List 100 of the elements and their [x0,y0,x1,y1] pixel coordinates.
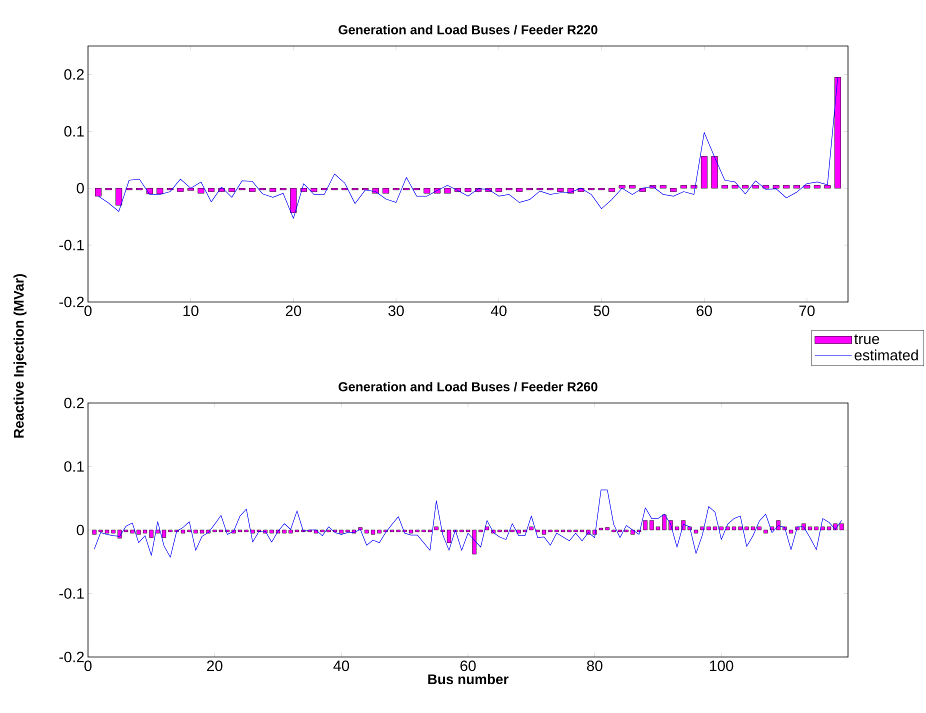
x-tick-label: 0 [84,660,92,672]
bar [557,188,564,192]
y-tick-label: 0 [76,524,84,536]
bar [793,185,800,188]
bar [629,185,636,188]
x-tick-label: 80 [587,660,602,672]
bar [700,156,708,188]
bar [783,185,790,188]
bar [752,185,759,188]
bar [808,526,812,530]
bar [529,526,534,530]
bar [660,185,666,188]
bar [757,526,762,530]
bar [788,530,794,534]
bar [772,185,780,188]
bar [744,526,749,530]
bar [732,526,736,530]
bar [814,526,818,530]
bar [118,530,122,538]
bar [200,530,204,534]
x-tick-label: 0 [84,306,92,316]
bar [156,530,160,534]
bar [364,530,369,534]
x-axis-title: Bus number [428,674,508,684]
bar [814,185,820,188]
bar [382,188,390,194]
bar [250,530,255,534]
bar [149,530,154,538]
bar [840,523,844,530]
bar [711,156,718,188]
legend-label: true [854,334,880,344]
bar [290,188,297,213]
x-tick-label: 50 [594,306,610,316]
bar [288,530,293,534]
bar [605,527,610,530]
bar [516,530,521,534]
x-tick-label: 100 [710,660,734,672]
bar [706,526,711,530]
bar [826,526,832,530]
bar [712,526,718,530]
bar [424,188,430,194]
bar [834,77,842,188]
bar [249,188,256,192]
chart-title: Generation and Load Buses / Feeder R220 [338,24,598,34]
bar [282,530,286,534]
x-tick-label: 40 [333,660,350,672]
y-tick-label: -0.1 [59,588,84,599]
bar [738,526,742,530]
bar [180,530,186,534]
y-tick-label: 0.2 [64,69,84,80]
bar [270,188,276,192]
x-tick-label: 70 [799,306,815,316]
bar [194,530,198,534]
bar [377,530,382,534]
bar [719,526,724,530]
bar [618,185,626,188]
bar [820,526,825,530]
bar [643,520,648,530]
bar [111,530,116,534]
line-series [98,76,838,219]
bar [630,530,635,535]
bar [721,185,728,188]
bar [116,188,122,206]
x-tick-label: 30 [388,306,404,316]
bar [444,188,451,194]
y-tick-label: -0.1 [59,240,84,250]
bar [472,530,476,554]
bar [187,188,194,191]
bar [464,188,472,192]
x-tick-label: 60 [460,660,476,672]
bar [694,530,698,534]
y-tick-label: -0.2 [59,652,84,662]
bar [142,530,148,534]
bar [310,188,318,192]
bar [742,185,749,188]
bar [764,530,768,534]
bar [680,185,687,188]
bar [542,530,546,535]
bar [650,520,654,530]
y-tick-label: 0.2 [64,398,84,408]
y-tick-label: -0.2 [59,296,84,308]
bar [95,188,102,196]
bar [656,526,660,530]
bar [608,188,616,192]
bar [408,530,414,534]
bar [208,188,215,192]
bar [670,188,677,192]
bar [496,188,502,192]
bar [732,185,738,188]
x-tick-label: 60 [696,306,712,316]
x-tick-label: 10 [184,306,198,316]
x-tick-label: 20 [207,660,222,672]
bar [162,530,166,538]
bar [662,514,666,530]
bar [516,188,523,192]
bar [146,188,153,194]
bar [674,526,680,530]
y-tick-label: 0.1 [64,461,84,472]
bar [370,530,376,535]
bar [270,530,274,534]
